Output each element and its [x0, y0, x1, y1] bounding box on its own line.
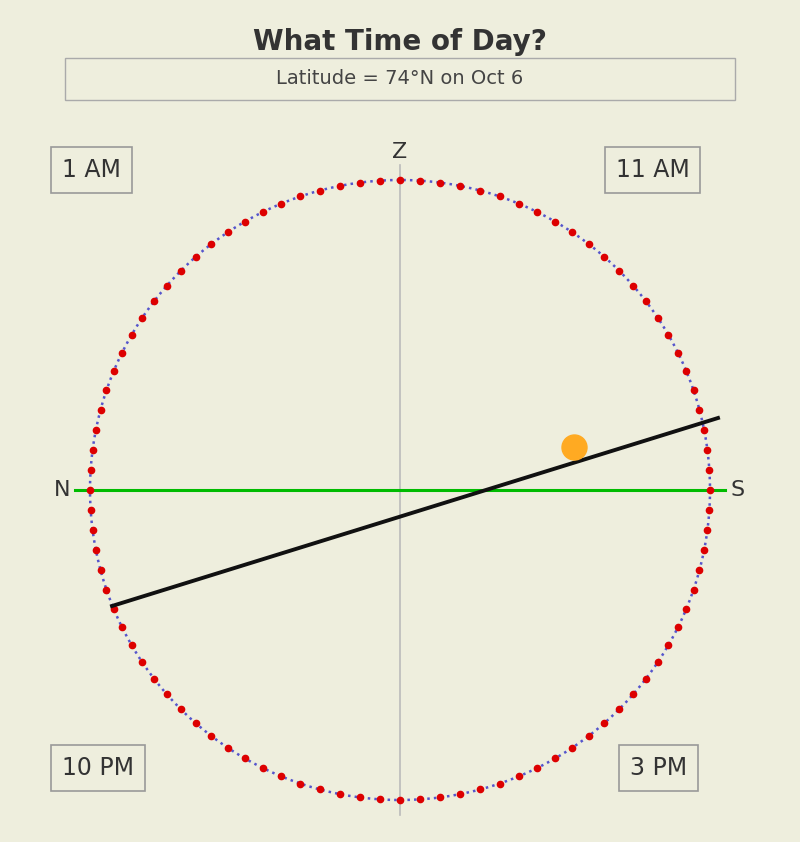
Text: 10 PM: 10 PM: [62, 756, 134, 780]
Text: What Time of Day?: What Time of Day?: [253, 28, 547, 56]
Text: Latitude = 74°N on Oct 6: Latitude = 74°N on Oct 6: [276, 70, 524, 88]
FancyBboxPatch shape: [65, 58, 735, 100]
Text: N: N: [54, 480, 70, 500]
Text: 1 AM: 1 AM: [62, 158, 121, 182]
Text: 3 PM: 3 PM: [630, 756, 687, 780]
Text: Z: Z: [392, 142, 408, 162]
Text: S: S: [730, 480, 744, 500]
Text: 11 AM: 11 AM: [616, 158, 690, 182]
